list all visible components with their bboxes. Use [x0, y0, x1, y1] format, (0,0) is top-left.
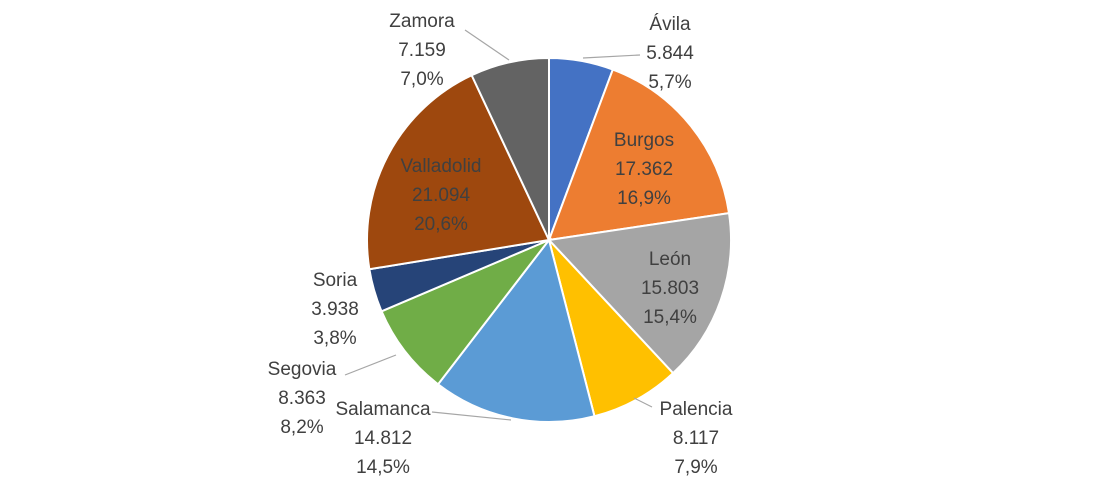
label-value: 8.363	[278, 388, 326, 409]
label-percent: 16,9%	[617, 188, 671, 209]
label-value: 21.094	[412, 185, 471, 206]
data-label-6: Soria 3.938 3,8%	[311, 270, 359, 349]
leader-line-0	[582, 54, 641, 59]
pie-slices	[366, 56, 732, 423]
label-name: Zamora	[389, 11, 455, 32]
label-name: Segovia	[268, 359, 337, 380]
label-percent: 3,8%	[313, 328, 356, 349]
label-name: Soria	[313, 270, 358, 291]
label-value: 8.117	[673, 428, 719, 449]
leader-line-5	[344, 354, 397, 376]
label-name: Valladolid	[401, 156, 482, 177]
data-label-4: Salamanca 14.812 14,5%	[335, 399, 430, 478]
leader-line-4	[431, 411, 512, 421]
label-name: Salamanca	[335, 399, 430, 420]
leader-lines	[344, 29, 653, 421]
data-label-7: Valladolid 21.094 20,6%	[401, 156, 482, 235]
label-value: 17.362	[615, 159, 673, 180]
leader-line-3	[633, 397, 653, 408]
data-label-3: Palencia 8.117 7,9%	[660, 399, 733, 478]
label-percent: 8,2%	[280, 417, 323, 438]
label-name: Burgos	[614, 130, 674, 151]
pie-slice-5	[380, 237, 553, 386]
label-percent: 15,4%	[643, 307, 697, 328]
pie-slice-2	[546, 211, 732, 375]
label-name: Palencia	[660, 399, 733, 420]
label-value: 14.812	[354, 428, 412, 449]
leader-line-8	[464, 29, 510, 61]
label-value: 7.159	[398, 40, 446, 61]
label-percent: 14,5%	[356, 457, 410, 478]
label-value: 3.938	[311, 299, 359, 320]
label-percent: 7,9%	[674, 457, 717, 478]
label-name: León	[649, 249, 691, 270]
label-percent: 5,7%	[648, 72, 691, 93]
pie-slice-8	[470, 56, 550, 241]
label-percent: 20,6%	[414, 214, 468, 235]
pie-slice-4	[436, 237, 596, 423]
label-value: 5.844	[646, 43, 694, 64]
data-labels: Ávila 5.844 5,7% Burgos 17.362 16,9% León 15.80…	[268, 11, 733, 478]
label-name: Ávila	[649, 14, 691, 35]
data-label-5: Segovia 8.363 8,2%	[268, 359, 337, 438]
data-label-0: Ávila 5.844 5,7%	[646, 14, 694, 93]
data-label-8: Zamora 7.159 7,0%	[389, 11, 455, 90]
pie-slice-1	[547, 68, 731, 242]
data-label-2: León 15.803 15,4%	[641, 249, 699, 328]
pie-slice-7	[366, 73, 551, 271]
label-percent: 7,0%	[400, 69, 443, 90]
data-label-1: Burgos 17.362 16,9%	[614, 130, 674, 209]
label-value: 15.803	[641, 278, 699, 299]
